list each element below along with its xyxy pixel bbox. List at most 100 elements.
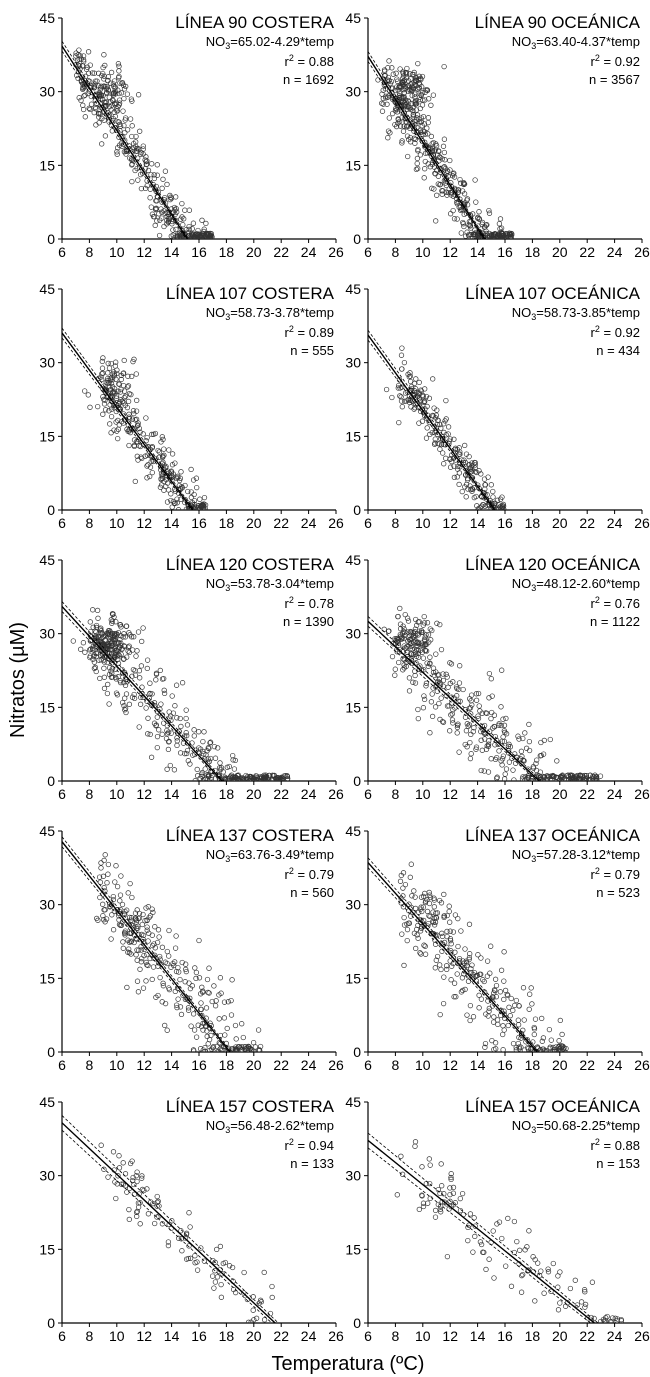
- data-point: [177, 750, 184, 756]
- confidence-band: [368, 1147, 592, 1323]
- data-point: [407, 646, 413, 652]
- confidence-band: [368, 867, 536, 1052]
- data-point: [404, 133, 411, 139]
- data-point: [100, 411, 106, 417]
- data-point: [531, 1024, 537, 1031]
- x-tick-label: 8: [392, 515, 400, 531]
- data-point: [96, 114, 102, 120]
- x-tick-label: 26: [634, 244, 650, 260]
- data-point: [417, 663, 423, 669]
- data-point: [230, 752, 236, 759]
- data-point: [405, 618, 412, 624]
- data-point: [471, 725, 477, 731]
- data-point: [113, 395, 120, 401]
- data-point: [491, 1014, 497, 1020]
- data-point: [414, 932, 420, 938]
- data-point: [105, 380, 111, 387]
- data-point: [472, 232, 478, 238]
- data-point: [164, 731, 171, 737]
- data-point: [97, 879, 104, 885]
- data-point: [490, 494, 496, 500]
- data-point: [402, 611, 408, 618]
- data-point: [538, 752, 544, 759]
- data-point: [437, 1206, 444, 1212]
- data-point: [224, 764, 230, 770]
- data-point: [253, 777, 259, 781]
- data-point: [383, 386, 390, 393]
- data-point: [156, 727, 162, 733]
- x-tick-label: 26: [328, 786, 344, 802]
- data-point: [467, 1002, 474, 1009]
- data-point: [553, 774, 559, 780]
- data-point: [105, 77, 111, 84]
- data-point: [403, 69, 410, 76]
- data-point: [185, 758, 191, 764]
- data-point: [251, 1317, 257, 1323]
- confidence-band: [368, 329, 497, 510]
- data-point: [442, 157, 448, 163]
- data-point: [172, 959, 178, 965]
- regression-line: [62, 1122, 277, 1323]
- data-point: [93, 668, 99, 675]
- data-point: [133, 653, 139, 659]
- data-point: [456, 680, 463, 686]
- data-point: [427, 730, 433, 736]
- data-point: [115, 388, 121, 394]
- data-point: [417, 127, 424, 133]
- data-point: [407, 874, 413, 880]
- data-point: [441, 63, 447, 70]
- data-point: [155, 1198, 161, 1204]
- data-point: [192, 1260, 198, 1266]
- confidence-band: [368, 1132, 599, 1323]
- data-point: [173, 226, 179, 233]
- data-point: [412, 136, 419, 143]
- data-point: [379, 100, 385, 106]
- data-point: [113, 100, 120, 106]
- data-point: [530, 765, 537, 771]
- data-point: [129, 162, 135, 168]
- data-point: [379, 108, 386, 114]
- data-point: [122, 129, 128, 136]
- data-point: [133, 133, 139, 140]
- x-tick-label: 14: [470, 1328, 486, 1344]
- data-point: [200, 1027, 206, 1033]
- data-point: [398, 352, 405, 358]
- data-point: [98, 860, 104, 866]
- data-point: [581, 1287, 588, 1293]
- x-tick-label: 14: [164, 515, 180, 531]
- data-point: [190, 220, 197, 226]
- data-point: [519, 753, 525, 760]
- data-point: [447, 936, 454, 942]
- data-point: [164, 722, 170, 729]
- data-point: [177, 976, 183, 983]
- data-point: [401, 398, 408, 404]
- data-point: [190, 1047, 197, 1052]
- data-point: [541, 737, 547, 744]
- data-point: [392, 108, 399, 114]
- data-point: [551, 1047, 557, 1052]
- data-point: [411, 380, 418, 387]
- data-point: [165, 1242, 172, 1249]
- data-point: [137, 1200, 143, 1206]
- data-point: [445, 424, 452, 430]
- data-point: [451, 474, 458, 481]
- data-point: [81, 93, 87, 99]
- data-point: [114, 653, 120, 659]
- data-point: [386, 628, 392, 634]
- regression-lines: [368, 329, 497, 510]
- data-point: [437, 1011, 443, 1018]
- data-point: [386, 93, 392, 99]
- data-point: [204, 772, 210, 778]
- data-point: [500, 1031, 506, 1038]
- data-point: [131, 437, 138, 443]
- data-point: [216, 1049, 222, 1052]
- data-point: [129, 416, 136, 422]
- data-point: [176, 477, 183, 484]
- data-point: [165, 218, 172, 224]
- data-point: [132, 910, 139, 916]
- data-point: [518, 1032, 525, 1038]
- data-point: [173, 682, 180, 688]
- data-point: [433, 141, 439, 147]
- data-point: [75, 75, 81, 82]
- data-point: [447, 1191, 453, 1198]
